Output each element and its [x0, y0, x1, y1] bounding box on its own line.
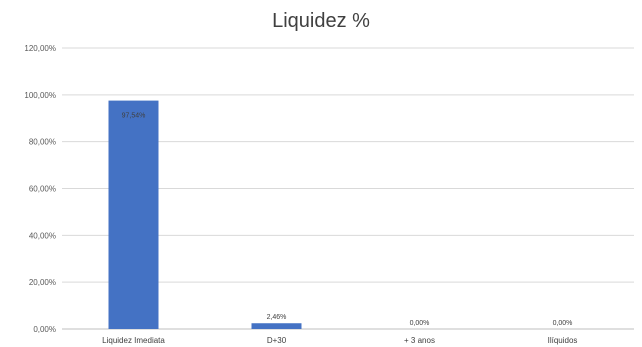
data-label: 97,54% — [122, 113, 146, 120]
data-labels: 97,54% 2,46% 0,00% 0,00% — [122, 113, 573, 327]
y-tick-label: 80,00% — [29, 138, 56, 147]
y-tick-label: 40,00% — [29, 231, 56, 240]
chart-title: Liquidez % — [272, 10, 370, 32]
bar — [108, 100, 159, 329]
data-label: 0,00% — [553, 320, 573, 327]
x-tick-label: + 3 anos — [404, 336, 435, 345]
bar — [251, 323, 302, 329]
x-tick-label: Ilíquidos — [548, 336, 578, 345]
x-tick-label: Liquidez Imediata — [102, 336, 165, 345]
y-tick-label: 100,00% — [24, 91, 56, 100]
y-tick-label: 60,00% — [29, 185, 56, 194]
x-axis-ticks: Liquidez Imediata D+30 + 3 anos Ilíquidos — [102, 336, 577, 345]
bars — [108, 100, 302, 329]
data-label: 2,46% — [267, 314, 287, 321]
x-tick-label: D+30 — [267, 336, 287, 345]
y-tick-label: 120,00% — [24, 44, 56, 53]
y-axis-ticks: 0,00% 20,00% 40,00% 60,00% 80,00% 100,00% 120,… — [24, 44, 56, 334]
y-tick-label: 0,00% — [33, 325, 56, 334]
y-tick-label: 20,00% — [29, 278, 56, 287]
data-label: 0,00% — [410, 320, 430, 327]
